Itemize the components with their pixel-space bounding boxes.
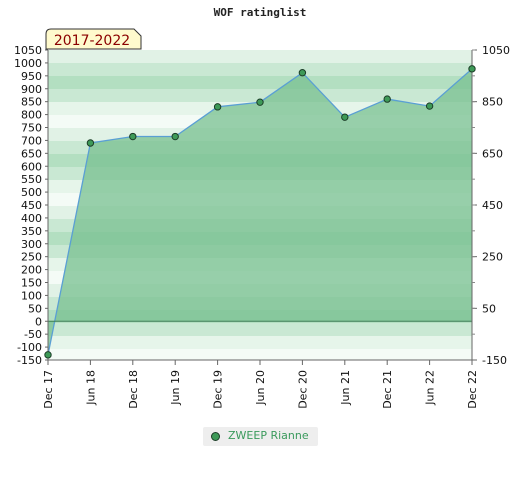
y-left-tick-label: 550 (21, 173, 42, 186)
x-tick-label: Jun 21 (339, 370, 352, 406)
x-tick-label: Dec 20 (296, 370, 309, 409)
period-badge: 2017-2022 (45, 28, 142, 50)
data-point-marker[interactable] (213, 103, 222, 111)
y-left-tick-label: 400 (21, 212, 42, 225)
background-band (48, 63, 472, 76)
y-right-tick-label: 850 (482, 96, 503, 109)
y-left-tick-label: 450 (21, 199, 42, 212)
chart-title: WOF ratinglist (213, 6, 307, 19)
y-left-tick-label: 100 (21, 289, 42, 302)
y-left-tick-label: 50 (28, 302, 42, 315)
x-tick-label: Jun 18 (84, 370, 97, 406)
y-left-tick-label: 500 (21, 186, 42, 199)
background-band (48, 89, 472, 102)
y-right-tick-label: 450 (482, 199, 503, 212)
data-point-marker[interactable] (425, 102, 434, 110)
data-point-marker[interactable] (256, 98, 264, 106)
y-right-tick-label: 50 (482, 302, 496, 315)
y-left-tick-label: 700 (21, 134, 42, 147)
y-left-tick-label: 850 (21, 96, 42, 109)
x-tick-label: Dec 21 (381, 370, 394, 409)
x-tick-label: Jun 20 (254, 370, 267, 406)
data-point-marker[interactable] (171, 132, 179, 141)
x-tick-label: Dec 19 (212, 370, 225, 409)
y-left-tick-label: 150 (21, 277, 42, 290)
background-band (48, 76, 472, 89)
background-band (48, 50, 472, 63)
y-left-tick-label: 350 (21, 225, 42, 238)
background-band (48, 323, 472, 336)
data-point-marker[interactable] (341, 113, 349, 121)
y-right-tick-label: 250 (482, 251, 503, 264)
period-badge-shape (45, 28, 142, 50)
y-left-tick-label: 1000 (14, 57, 42, 70)
legend-label: ZWEEP Rianne (228, 429, 309, 442)
y-left-tick-label: 950 (21, 70, 42, 83)
y-left-tick-label: 250 (21, 251, 42, 264)
y-left-tick-label: 600 (21, 160, 42, 173)
y-left-tick-label: 750 (21, 122, 42, 135)
data-point-marker[interactable] (383, 95, 391, 103)
y-left-tick-label: 800 (21, 109, 42, 122)
background-band (48, 349, 472, 360)
data-point-marker[interactable] (298, 69, 307, 77)
y-left-tick-label: 650 (21, 147, 42, 160)
y-left-tick-label: 1050 (14, 44, 42, 57)
series-area-fill (48, 68, 472, 355)
y-right-tick-label: 1050 (482, 44, 510, 57)
period-badge-label: 2017-2022 (54, 33, 130, 49)
data-point-marker[interactable] (468, 65, 476, 73)
x-tick-label: Jun 22 (424, 370, 437, 406)
series-markers (44, 65, 476, 359)
data-point-marker[interactable] (129, 132, 137, 141)
x-tick-label: Dec 17 (42, 370, 55, 409)
y-right-tick-label: -150 (482, 354, 507, 367)
y-left-tick-label: 200 (21, 264, 42, 277)
y-left-tick-label: 300 (21, 238, 42, 251)
legend[interactable]: ZWEEP Rianne (203, 427, 318, 446)
x-tick-label: Dec 22 (466, 370, 479, 409)
data-point-marker[interactable] (44, 351, 52, 359)
legend-marker-icon (211, 432, 220, 441)
y-left-tick-label: 900 (21, 83, 42, 96)
y-axis-right: 1050 850 650 450 250 50 -150 (472, 44, 510, 367)
x-tick-label: Dec 18 (127, 370, 140, 409)
y-left-tick-label: -150 (17, 354, 42, 367)
background-band (48, 336, 472, 349)
x-tick-label: Jun 19 (169, 370, 182, 406)
y-axis-left: 1050100095090085080075070065060055050045… (14, 44, 48, 367)
y-right-tick-label: 650 (482, 147, 503, 160)
x-axis: Dec 17 Jun 18 Dec 18 Jun 19 Dec 19 Jun 20 Dec … (42, 360, 479, 409)
y-left-tick-label: 0 (35, 315, 42, 328)
data-point-marker[interactable] (86, 139, 95, 147)
y-left-tick-label: -100 (17, 341, 42, 354)
y-left-tick-label: -50 (24, 328, 42, 341)
